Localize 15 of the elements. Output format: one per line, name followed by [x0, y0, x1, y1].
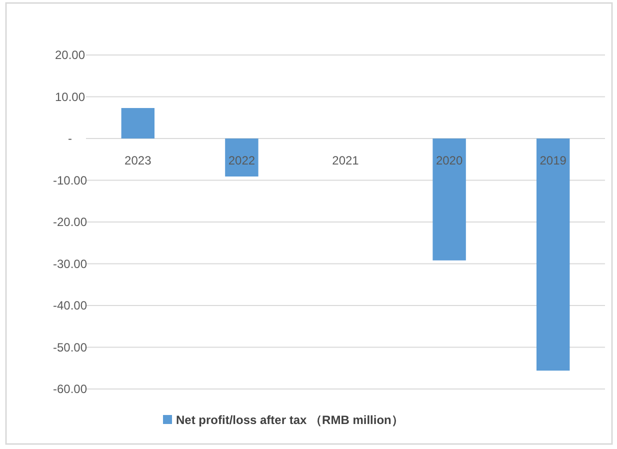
y-tick-label: -60.00	[52, 382, 88, 396]
y-tick-label: -30.00	[52, 256, 88, 271]
x-tick-label: 2020	[436, 154, 463, 168]
y-tick-label: -50.00	[52, 340, 88, 354]
y-tick-label: -	[68, 132, 72, 146]
x-tick-label: 2023	[124, 154, 152, 168]
y-tick-label: -40.00	[52, 298, 88, 312]
x-tick-label: 2019	[540, 154, 567, 168]
x-tick-label: 2022	[228, 154, 256, 168]
x-tick-label: 2021	[332, 154, 360, 168]
y-tick-label: 10.00	[54, 90, 86, 104]
y-tick-label: -20.00	[52, 215, 88, 229]
y-tick-label: -10.00	[52, 173, 88, 188]
legend-label: Net profit/loss after tax （RMB million）	[176, 413, 404, 427]
y-tick-label: 20.00	[54, 48, 86, 62]
